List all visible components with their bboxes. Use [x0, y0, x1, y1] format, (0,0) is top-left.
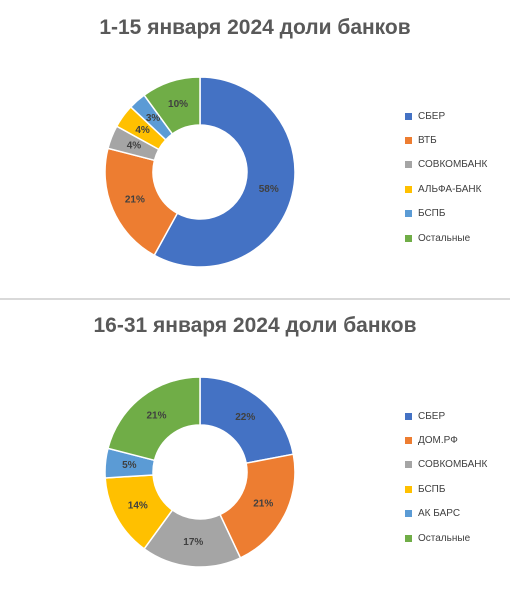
- legend-item-дом-рф: ДОМ.РФ: [405, 428, 487, 452]
- legend-label: СОВКОМБАНК: [418, 459, 488, 471]
- legend-label: БСПБ: [418, 208, 446, 220]
- legend-item-остальные: Остальные: [405, 526, 487, 550]
- chart-panel-2: 16-31 января 2024 доли банков 22% 21% 17% 1…: [0, 300, 510, 599]
- legend-label: Остальные: [418, 232, 471, 244]
- data-label-сбер: 58%: [259, 184, 279, 195]
- legend-label: СБЕР: [418, 110, 446, 122]
- chart-title: 16-31 января 2024 доли банков: [93, 314, 417, 337]
- legend-swatch: [405, 437, 412, 445]
- data-label-совкомбанк: 4%: [127, 140, 142, 151]
- donut-chart-2: 22% 21% 17% 14% 5% 21%: [104, 376, 296, 568]
- chart-panel-1: 1-15 января 2024 доли банков 58% 21% 4% 4% 3…: [0, 0, 510, 298]
- legend-item-остальные: Остальные: [405, 226, 487, 250]
- chart-legend-2: СБЕР ДОМ.РФ СОВКОМБАНК БСПБ АК БАРС Остальные: [405, 404, 487, 550]
- donut-slice-втб: [104, 147, 179, 257]
- data-label-ак-барс: 5%: [122, 460, 137, 471]
- data-label-сбер: 22%: [235, 412, 255, 423]
- legend-swatch: [405, 161, 412, 169]
- legend-label: ДОМ.РФ: [418, 435, 458, 447]
- legend-item-втб: ВТБ: [405, 128, 487, 152]
- legend-item-бспб: БСПБ: [405, 202, 487, 226]
- data-label-бспб: 3%: [146, 113, 161, 124]
- legend-swatch: [405, 185, 412, 193]
- data-label-совкомбанк: 17%: [183, 537, 203, 548]
- data-label-дом-рф: 21%: [253, 499, 273, 510]
- legend-swatch: [405, 510, 412, 518]
- legend-item-сбер: СБЕР: [405, 104, 487, 128]
- legend-label: СОВКОМБАНК: [418, 159, 488, 171]
- data-label-остальные: 10%: [168, 99, 188, 110]
- legend-label: АЛЬФА-БАНК: [418, 183, 482, 195]
- donut-slice-сбер: [199, 376, 295, 465]
- donut-chart-1: 58%21%4%4%3%10%: [104, 76, 296, 268]
- legend-swatch: [405, 234, 412, 242]
- legend-label: СБЕР: [418, 410, 446, 422]
- data-label-втб: 21%: [125, 195, 145, 206]
- legend-label: АК БАРС: [418, 508, 461, 520]
- donut-slice-дом-рф: [219, 453, 296, 559]
- legend-item-сбер: СБЕР: [405, 404, 487, 428]
- legend-swatch: [405, 485, 412, 493]
- legend-swatch: [405, 112, 412, 120]
- donut-slice-сбер: [153, 76, 296, 268]
- data-label-бспб: 14%: [128, 501, 148, 512]
- legend-swatch: [405, 412, 412, 420]
- data-label-остальные: 21%: [146, 410, 166, 421]
- chart-legend-1: СБЕР ВТБ СОВКОМБАНК АЛЬФА-БАНК БСПБ Остальные: [405, 104, 487, 250]
- legend-item-альфа-банк: АЛЬФА-БАНК: [405, 177, 487, 201]
- legend-item-бспб: БСПБ: [405, 477, 487, 501]
- legend-item-совкомбанк: СОВКОМБАНК: [405, 453, 487, 477]
- chart-title: 1-15 января 2024 доли банков: [99, 16, 411, 39]
- legend-label: ВТБ: [418, 135, 437, 147]
- legend-item-совкомбанк: СОВКОМБАНК: [405, 153, 487, 177]
- legend-swatch: [405, 534, 412, 542]
- data-label-альфа-банк: 4%: [135, 125, 150, 136]
- legend-swatch: [405, 461, 412, 469]
- legend-swatch: [405, 137, 412, 145]
- legend-item-ак-барс: АК БАРС: [405, 502, 487, 526]
- legend-swatch: [405, 210, 412, 218]
- legend-label: Остальные: [418, 532, 471, 544]
- panel-divider: [0, 298, 510, 300]
- donut-slice-остальные: [143, 76, 201, 136]
- legend-label: БСПБ: [418, 483, 446, 495]
- donut-slice-остальные: [107, 376, 201, 462]
